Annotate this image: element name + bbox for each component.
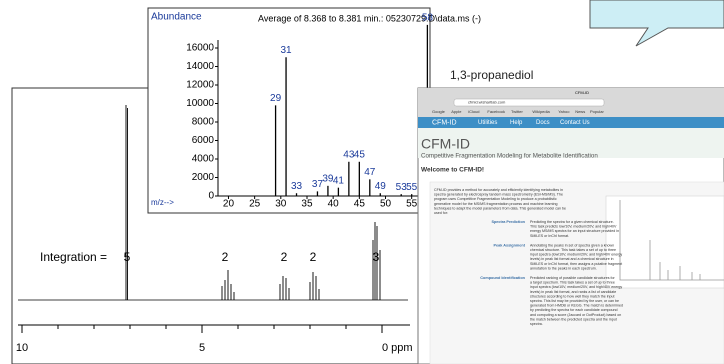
nmr-tick-label: 5: [199, 342, 205, 354]
section-line: energy MS/MS spectra for an input struct…: [530, 229, 619, 233]
bookmark[interactable]: Apple: [451, 109, 462, 114]
section-line: levels) in peak list format, and ranks a…: [530, 290, 616, 294]
ms-peak-label: 29: [270, 93, 282, 104]
nmr-tick-label: 0 ppm: [382, 342, 413, 354]
ms-peak-label: 31: [280, 45, 292, 56]
integration-label: Integration =: [40, 250, 107, 264]
section-line: Predicted ranking of possible candidate …: [530, 276, 616, 280]
section-line: SMILES or InChI format, then assigns a p…: [530, 262, 622, 266]
ms-peak-label: 45: [354, 149, 366, 160]
ms-frame: [148, 8, 430, 213]
section-line: This task predicts low/10V, medium/20V, …: [530, 225, 617, 229]
compound-name: 1,3-propanediol: [450, 68, 533, 82]
intro-line: used for:: [434, 211, 448, 215]
nav-link[interactable]: Utilities: [478, 120, 497, 126]
ms-x-tick-label: 35: [301, 199, 313, 210]
bookmark[interactable]: Wikipedia: [532, 109, 550, 114]
bookmark[interactable]: iCloud: [468, 109, 479, 114]
bookmark[interactable]: Popular: [590, 109, 604, 114]
ms-y-tick-label: 0: [208, 191, 214, 202]
integration-value: 3: [373, 250, 380, 264]
welcome: Welcome to CFM-ID!: [421, 167, 484, 174]
integration-value: 2: [281, 250, 288, 264]
section-line: Annotating the peaks in set of spectra g…: [530, 243, 614, 247]
ms-y-tick-label: 6000: [192, 135, 215, 146]
ms-peak-label: 41: [333, 175, 345, 186]
ms-title: Average of 8.368 to 8.381 min.: 05230729…: [258, 13, 481, 23]
ms-x-tick-label: 50: [380, 199, 392, 210]
section-line: structures according to how well they ma…: [530, 294, 615, 298]
integration-value: 2: [310, 250, 317, 264]
section-line: generated from HMDB or KEGG. The match i…: [530, 304, 623, 308]
intro-line: spectra generated by electrospray tandem…: [434, 193, 563, 197]
ms-y-tick-label: 14000: [186, 61, 214, 72]
section-line: a target spectrum. This task takes a set…: [530, 281, 615, 285]
ms-x-tick-label: 40: [328, 199, 340, 210]
ms-x-tick-label: 25: [249, 199, 261, 210]
ms-y-tick-label: 8000: [192, 117, 215, 128]
section-line: chemical structure. This task takes a se…: [530, 248, 616, 252]
cfm-screenshot: CFM-ID cfmid.wishartlab.com Google Apple iCl…: [418, 88, 724, 364]
subtitle: Competitive Fragmentation Modeling for M…: [421, 153, 598, 160]
ms-y-tick-label: 10000: [186, 98, 214, 109]
bookmark[interactable]: Google: [432, 109, 446, 114]
section-line: the match between the predicted spectra …: [530, 317, 617, 321]
section-name: Spectra Prediction: [491, 220, 525, 224]
intro-line: program uses Competitive Fragmentation M…: [434, 197, 557, 201]
ms-y-tick-label: 12000: [186, 80, 214, 91]
section-line: spectra.: [530, 322, 543, 326]
ms-y-tick-label: 2000: [192, 172, 215, 183]
section-line: spectra. This list may be provided by th…: [530, 299, 619, 303]
bookmark[interactable]: News: [575, 109, 585, 114]
intro-line: generative model for the MS/MS fragmenta…: [434, 202, 557, 206]
slide: 10 5 0 ppm Integration = 5 2 2 2 3 Abundance Ave…: [0, 0, 724, 364]
integration-value: 2: [222, 250, 229, 264]
ms-x-tick-label: 45: [354, 199, 366, 210]
section-name: Compound Identification: [480, 276, 525, 280]
tab-title: CFM-ID: [575, 90, 589, 95]
section-line: by predicting the spectra for each candi…: [530, 308, 618, 312]
url: cfmid.wishartlab.com: [468, 100, 506, 105]
bookmark[interactable]: Facebook: [487, 109, 505, 114]
ms-peak-label: 58: [422, 13, 434, 24]
bookmark[interactable]: Yahoo: [558, 109, 570, 114]
logo: CFM-ID: [421, 136, 470, 152]
page: {"nmr":{"integration_label":"Integration…: [0, 0, 724, 364]
section-line: levels) in peak list format and a chemic…: [530, 257, 614, 261]
section-line: input spectra (low/10V, medium/20V, and …: [530, 253, 622, 257]
ms-peak-label: 47: [364, 167, 376, 178]
ms-peak-label: 33: [291, 181, 303, 192]
section-line: input spectra (low/10V, medium/20V, and …: [530, 285, 622, 289]
nav-link[interactable]: CFM-ID: [432, 119, 457, 126]
intro-line: CFM-ID provides a method for accurately …: [434, 188, 563, 192]
section-name: Peak Assignment: [493, 243, 525, 247]
bookmark[interactable]: Twitter: [511, 109, 523, 114]
section-line: and computing a score (Jaccard or DotPro…: [530, 313, 621, 317]
nmr-tick-label: 10: [16, 342, 28, 354]
nav-link[interactable]: Help: [510, 120, 523, 126]
ms-y-tick-label: 4000: [192, 154, 215, 165]
ms-y-tick-label: 16000: [186, 43, 214, 54]
section-line: annotation to the peaks in each spectrum…: [530, 266, 597, 270]
speech-bubble: [590, 0, 724, 46]
nav-link[interactable]: Docs: [536, 120, 550, 126]
ms-x-label: m/z-->: [151, 198, 174, 207]
intro-line: techniques to adapt the model parameters…: [434, 206, 566, 210]
integration-value: 5: [124, 250, 131, 264]
section-line: Predicting the spectra for a given chemi…: [530, 220, 614, 224]
ms-x-tick-label: 55: [406, 199, 418, 210]
ms-y-label: Abundance: [151, 12, 202, 23]
ms-x-tick-label: 30: [275, 199, 287, 210]
section-line: SMILES or InChI format.: [530, 234, 569, 238]
spectrum-thumbnail: [606, 196, 724, 288]
nav-link[interactable]: Contact Us: [560, 120, 590, 126]
ms-peak-label: 55: [406, 182, 418, 193]
ms-peak-label: 49: [375, 181, 387, 192]
ms-x-tick-label: 20: [223, 199, 235, 210]
